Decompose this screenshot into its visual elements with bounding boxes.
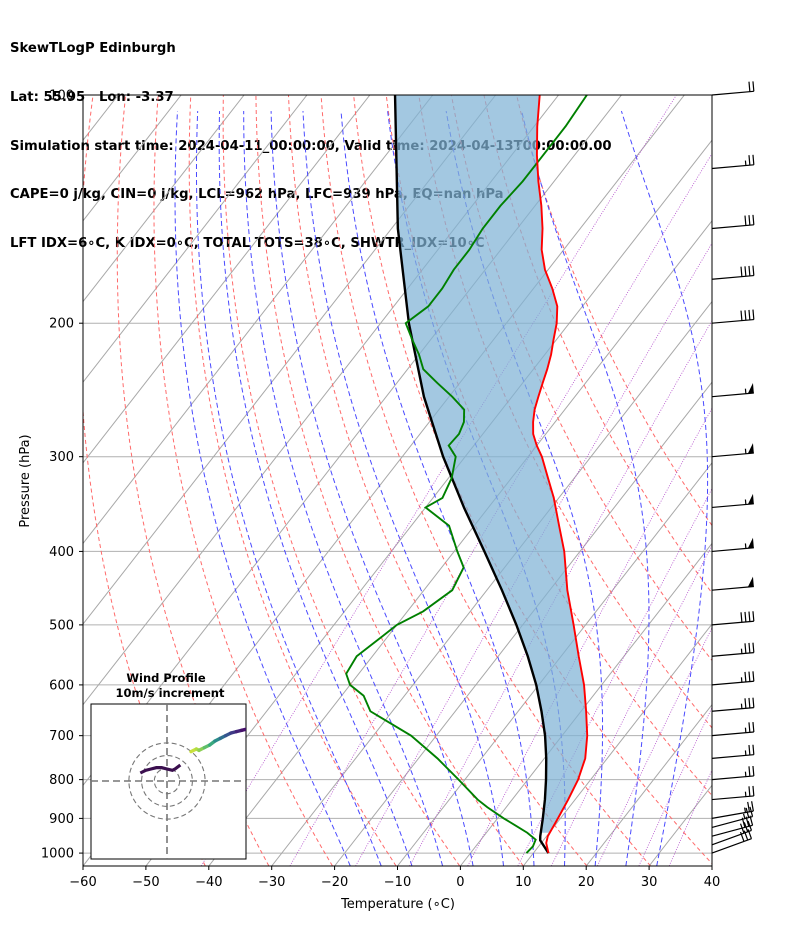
x-axis: −60 −50 −40 −30 −20 −10 0 10 20 30 40 (69, 866, 720, 890)
y-tick-label: 900 (49, 812, 74, 827)
isotherm (334, 381, 712, 866)
dry-adiabat (222, 95, 461, 866)
x-tick-label: −50 (132, 875, 159, 890)
y-tick-label: 400 (49, 545, 74, 560)
y-axis-label: Pressure (hPa) (18, 434, 33, 527)
x-tick-label: 30 (641, 875, 658, 890)
wind-barb (711, 785, 755, 801)
wind-barb (711, 154, 755, 170)
hodograph-title: Wind Profile (126, 671, 206, 685)
y-tick-label: 700 (49, 729, 74, 744)
profiles (345, 95, 589, 854)
parcel-profile (393, 95, 550, 854)
isotherm (271, 300, 712, 866)
hodograph-trace-segment (245, 727, 246, 731)
wind-barb (711, 671, 755, 686)
wind-barb (711, 265, 755, 280)
mixing-ratio-line (289, 152, 712, 866)
dry-adiabat (255, 95, 524, 866)
x-tick-label: 10 (515, 875, 532, 890)
dry-adiabat (153, 95, 333, 866)
isotherm (83, 95, 245, 303)
x-tick-label: −10 (384, 875, 411, 890)
isotherm (83, 95, 434, 545)
y-tick-label: 1000 (41, 847, 74, 862)
moist-adiabat (270, 111, 474, 866)
hodograph-trace-low (139, 763, 182, 775)
hodograph: Wind Profile 10m/s increment (90, 671, 247, 860)
title-latlon: Lat: 55.95 Lon: -3.37 (10, 90, 174, 106)
wind-barb (711, 744, 755, 759)
wind-barb (711, 383, 754, 398)
wind-barb (711, 765, 755, 781)
isotherm (585, 703, 712, 866)
dewpoint-profile (345, 95, 588, 854)
y-tick-label: 100 (49, 89, 74, 104)
cape-shading (395, 95, 588, 833)
moist-adiabat (302, 111, 505, 866)
isotherm (397, 461, 712, 866)
moist-adiabat (195, 111, 382, 866)
wind-barb (711, 537, 754, 553)
wind-barb (711, 576, 754, 591)
hodograph-trace-segment (239, 727, 246, 733)
x-tick-label: −60 (69, 875, 96, 890)
moist-adiabat (340, 111, 535, 866)
mixing-ratio-line (668, 769, 712, 866)
isotherm (648, 784, 712, 866)
wind-barb (711, 443, 754, 458)
y-tick-label: 600 (49, 678, 74, 693)
dry-adiabat (353, 95, 712, 865)
wind-barbs (711, 81, 755, 854)
mixing-ratio-line (409, 319, 712, 866)
moist-adiabat (521, 110, 650, 866)
mixing-ratio-line (597, 626, 712, 866)
temperature-profile (532, 95, 589, 854)
x-tick-label: 20 (578, 875, 595, 890)
y-tick-label: 200 (49, 317, 74, 332)
moist-adiabat (620, 110, 709, 866)
isotherm (83, 95, 308, 383)
x-tick-label: −20 (321, 875, 348, 890)
wind-barb (711, 493, 754, 509)
wind-barb (711, 721, 755, 737)
isotherm (522, 623, 712, 866)
mixing-ratio-line (355, 242, 712, 866)
y-tick-label: 300 (49, 450, 74, 465)
x-tick-label: 0 (456, 875, 464, 890)
wind-barb (711, 81, 755, 96)
y-tick-label: 500 (49, 618, 74, 633)
wind-barb (711, 697, 755, 712)
mixing-ratio-line (638, 706, 712, 866)
wind-barb (711, 214, 755, 230)
title-station: SkewTLogP Edinburgh (10, 41, 176, 57)
wind-barb (711, 309, 755, 324)
y-tick-label: 800 (49, 773, 74, 788)
cape-area (395, 95, 588, 833)
moist-adiabat (218, 111, 413, 866)
x-tick-label: 40 (704, 875, 721, 890)
hodograph-subtitle: 10m/s increment (116, 686, 225, 700)
moist-adiabat (243, 111, 444, 866)
y-axis: 1000 900 800 700 600 500 400 300 200 100 (41, 89, 83, 862)
wind-barb (711, 801, 754, 819)
x-tick-label: −30 (258, 875, 285, 890)
x-axis-label: Temperature (∘C) (340, 897, 455, 912)
isotherm (83, 95, 371, 464)
wind-barb (711, 642, 755, 657)
isotherm (83, 95, 497, 625)
moist-adiabat (174, 111, 351, 866)
dry-adiabat (188, 95, 397, 866)
wind-barb (711, 611, 755, 626)
x-tick-label: −40 (195, 875, 222, 890)
mixing-ratio-line (550, 544, 712, 866)
